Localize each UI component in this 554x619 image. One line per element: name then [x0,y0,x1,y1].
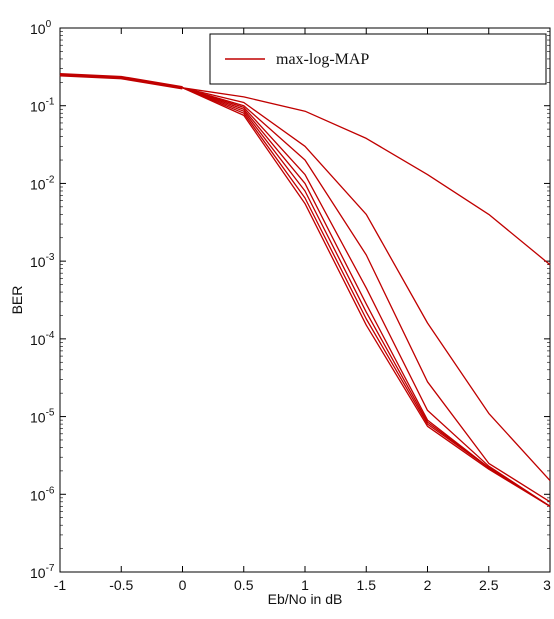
y-tick-label: 10-1 [30,97,55,115]
y-tick-label: 10-7 [30,563,55,581]
series-overlap-segment [59,73,183,90]
plot-area [59,27,551,573]
x-tick-label: 1 [301,577,309,593]
x-tick-label: 1.5 [357,577,377,593]
x-axis-ticks: -1 -0.5 0 0.5 1 1.5 2 2.5 3 [54,28,551,593]
y-tick-label: 100 [30,19,52,37]
x-axis-label: Eb/No in dB [268,591,343,607]
y-tick-label: 10-6 [30,485,55,503]
x-tick-label: 0.5 [234,577,254,593]
x-tick-label: -0.5 [109,577,133,593]
y-axis-label: BER [9,286,25,315]
legend-entry-label: max-log-MAP [276,51,369,68]
y-tick-label: 10-2 [30,174,55,192]
legend: max-log-MAP [209,33,547,85]
legend-box [209,33,547,85]
x-tick-label: 2 [424,577,432,593]
y-tick-label: 10-3 [30,252,55,270]
series-lines [59,73,551,507]
y-tick-label: 10-4 [30,330,55,348]
x-tick-label: 0 [179,577,187,593]
x-tick-label: -1 [54,577,67,593]
y-axis-ticks: 100 10-1 10-2 10-3 10-4 10-5 10-6 10-7 [30,19,550,581]
x-tick-label: 2.5 [479,577,499,593]
y-tick-label: 10-5 [30,408,55,426]
x-tick-label: 3 [543,577,551,593]
